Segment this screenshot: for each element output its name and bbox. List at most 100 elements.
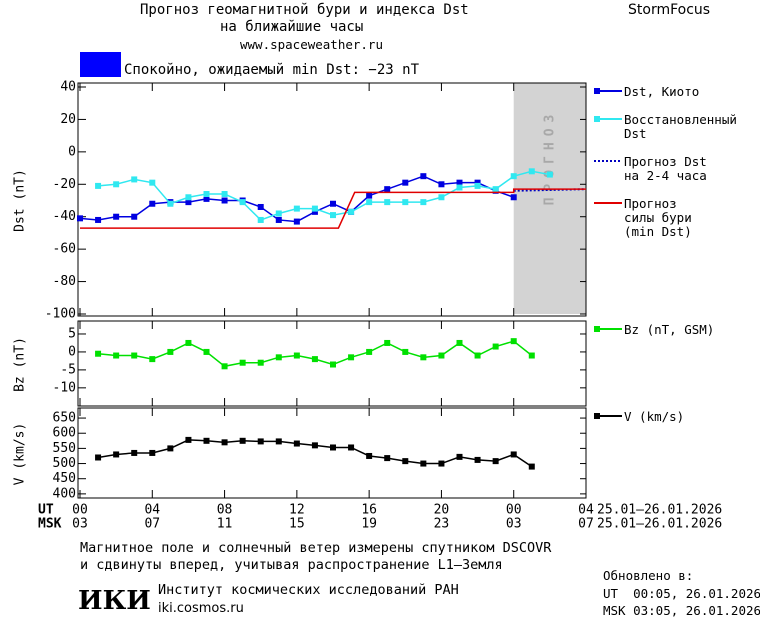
legend-label: Dst, Киото — [624, 84, 700, 99]
point — [348, 444, 355, 451]
subtitle: на ближайшие часы — [220, 19, 364, 35]
series-line — [97, 340, 533, 368]
x-tick-label: 00 — [506, 503, 522, 518]
point — [239, 359, 246, 366]
y-axis-title: V (km/s) — [13, 423, 28, 486]
x-tick-label: 15 — [289, 517, 305, 532]
series-line — [98, 170, 550, 221]
y-axis-title: Bz (nT) — [13, 337, 28, 392]
url: www.spaceweather.ru — [240, 37, 383, 52]
point — [113, 181, 120, 188]
point — [185, 339, 192, 346]
point — [311, 205, 318, 212]
x-tick-label: 23 — [434, 517, 450, 532]
y-tick-label: 600 — [53, 426, 76, 441]
point — [185, 194, 192, 201]
x-tick-label: 08 — [217, 503, 233, 518]
x-tick-label: 11 — [217, 517, 233, 532]
date-range: 25.01–26.01.2026 — [597, 503, 722, 518]
point — [185, 436, 192, 443]
x-tick-label: 16 — [361, 503, 377, 518]
point — [149, 449, 156, 456]
point — [348, 208, 355, 215]
y-axis-title: Dst (nT) — [13, 169, 28, 232]
point — [293, 218, 300, 225]
point — [257, 359, 264, 366]
point — [438, 181, 445, 188]
legend-label: Bz (nT, GSM) — [624, 322, 715, 337]
y-tick-label: 0 — [68, 344, 76, 359]
footer-note: и сдвинуты вперед, учитывая распростране… — [80, 557, 503, 573]
point — [474, 182, 481, 189]
point — [456, 179, 463, 186]
point — [420, 354, 427, 361]
y-tick-label: -60 — [53, 242, 76, 257]
point — [221, 363, 228, 370]
legend-swatch — [594, 326, 622, 332]
title: Прогноз геомагнитной бури и индекса Dst — [140, 2, 469, 18]
x-axis-title: UT — [38, 503, 54, 518]
point — [221, 439, 228, 446]
point — [131, 213, 138, 220]
legend-label: Восстановленный Dst — [624, 112, 737, 141]
x-tick-label: 00 — [72, 503, 88, 518]
y-tick-label: 550 — [53, 441, 76, 456]
brand: StormFocus — [628, 2, 711, 18]
point — [95, 216, 102, 223]
point — [275, 210, 282, 217]
point — [330, 444, 336, 451]
point — [293, 352, 300, 359]
point — [257, 438, 264, 445]
plot-frame — [77, 320, 587, 407]
y-tick-label: 40 — [60, 80, 76, 95]
point — [402, 179, 409, 186]
point — [438, 194, 445, 201]
plot-frame — [77, 407, 587, 499]
point — [95, 182, 102, 189]
point — [402, 458, 409, 465]
point — [438, 352, 445, 359]
x-tick-label: 03 — [72, 517, 88, 532]
point — [293, 205, 300, 212]
point — [131, 176, 138, 183]
point — [77, 215, 83, 222]
series-line — [80, 188, 586, 229]
point — [546, 171, 553, 178]
point — [203, 437, 210, 444]
institute: Институт космических исследований РАН — [158, 582, 459, 598]
point — [384, 339, 391, 346]
point — [275, 216, 282, 223]
point — [528, 463, 535, 470]
point — [474, 179, 481, 186]
point — [492, 186, 499, 193]
point — [474, 352, 481, 359]
date-range: 25.01–26.01.2026 — [597, 517, 722, 532]
point — [420, 460, 427, 467]
point — [311, 442, 318, 449]
point — [384, 199, 391, 206]
point — [221, 197, 228, 204]
legend-swatch — [594, 116, 622, 122]
point — [528, 352, 535, 359]
point — [492, 343, 499, 350]
point — [510, 451, 517, 458]
point — [257, 203, 264, 210]
y-tick-label: -20 — [53, 177, 76, 192]
legend-marker — [594, 88, 600, 94]
legend-item: Прогноз Dst на 2-4 часа — [592, 155, 737, 183]
legend-label: Прогноз Dst на 2-4 часа — [624, 154, 707, 183]
legend-swatch — [594, 160, 622, 162]
point — [474, 456, 481, 463]
point — [420, 173, 427, 180]
point — [149, 200, 156, 207]
x-tick-label: 19 — [361, 517, 377, 532]
updated-msk: MSK 03:05, 26.01.2026 — [603, 603, 760, 618]
point — [311, 208, 318, 215]
point — [510, 194, 517, 201]
point — [149, 179, 156, 186]
y-tick-label: 0 — [68, 144, 76, 159]
point — [330, 200, 336, 207]
point — [384, 455, 391, 462]
point — [330, 361, 336, 368]
